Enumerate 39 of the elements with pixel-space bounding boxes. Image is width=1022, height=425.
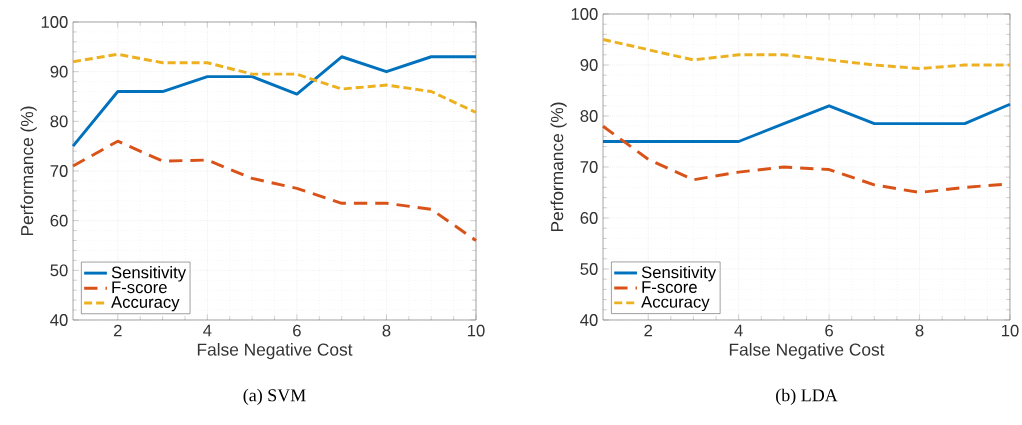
y-tick-label: 60: [580, 212, 598, 224]
x-tick-label: 2: [644, 324, 653, 337]
x-tick-label: 10: [1001, 324, 1019, 337]
x-tick-label: 6: [825, 324, 833, 337]
y-tick-label: 40: [580, 314, 598, 326]
y-tick-label: 70: [50, 165, 68, 177]
x-tick-label: 6: [293, 324, 301, 337]
y-axis-title: Performance (%): [20, 106, 37, 236]
y-tick-label: 100: [571, 8, 598, 20]
y-tick-label: 50: [50, 264, 68, 277]
legend-label: F-score: [112, 281, 167, 294]
line-series: [71, 139, 478, 242]
x-tick-label: 2: [113, 324, 122, 337]
x-tick-label: 10: [468, 324, 485, 337]
legend-label: Accuracy: [641, 296, 710, 312]
y-tick-label: 90: [50, 65, 68, 78]
legend-label: Sensitivity: [641, 265, 717, 282]
y-tick-label: 80: [580, 110, 598, 122]
x-tick-label: 4: [203, 324, 212, 337]
y-tick-label: 50: [580, 263, 598, 275]
y-tick-label: 40: [50, 314, 68, 326]
legend-label: F-score: [642, 281, 697, 293]
legend-label: Sensitivity: [111, 266, 187, 282]
y-tick-label: 90: [580, 59, 598, 71]
x-axis-title: False Negative Cost: [729, 342, 885, 360]
x-tick-label: 8: [382, 324, 391, 337]
y-tick-label: 100: [41, 16, 68, 28]
y-tick-label: 80: [50, 115, 68, 128]
x-tick-label: 8: [915, 324, 924, 337]
line-series: [71, 52, 478, 114]
y-axis-title: Performance (%): [550, 102, 567, 232]
y-tick-label: 60: [50, 214, 68, 227]
text: (a) SVM: [243, 388, 306, 406]
x-tick-label: 4: [734, 324, 743, 337]
text: (b) LDA: [776, 388, 838, 406]
legend-label: Accuracy: [111, 296, 180, 312]
y-tick-label: 70: [580, 161, 598, 173]
x-axis-title: False Negative Cost: [197, 342, 353, 360]
line-series: [71, 55, 478, 148]
